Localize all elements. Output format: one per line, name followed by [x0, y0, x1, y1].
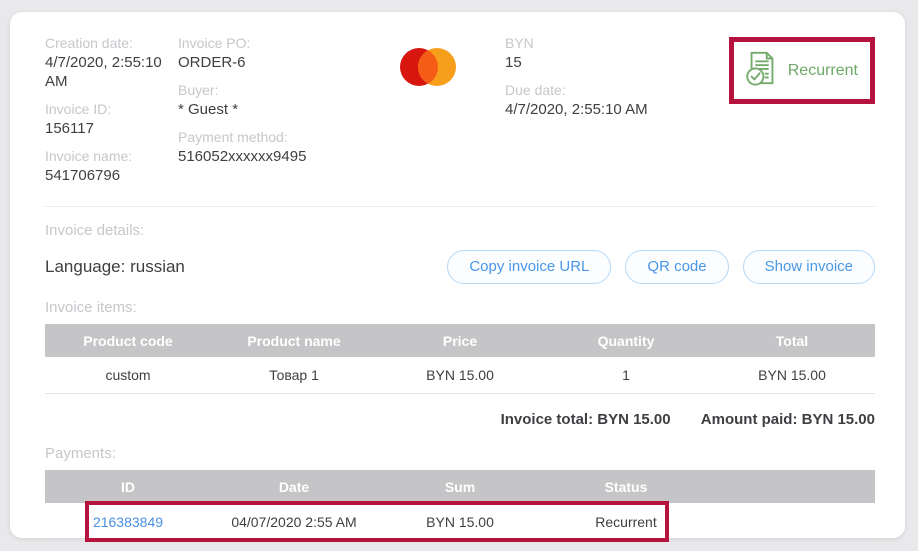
due-date-value: 4/7/2020, 2:55:10 AM — [505, 101, 648, 118]
invoice-details-row: Language: russian Copy invoice URL QR co… — [45, 250, 875, 284]
buyer-label: Buyer: — [178, 82, 219, 98]
payment-sum-cell: BYN 15.00 — [377, 503, 543, 542]
amount-value: 15 — [505, 54, 522, 71]
invoice-totals: Invoice total: BYN 15.00 Amount paid: BY… — [45, 411, 875, 428]
payment-date-cell: 04/07/2020 2:55 AM — [211, 503, 377, 542]
invoice-total-value: Invoice total: BYN 15.00 — [500, 411, 671, 428]
amount-field: BYN 15 — [505, 34, 729, 72]
payment-row: 216383849 04/07/2020 2:55 AM BYN 15.00 R… — [45, 503, 875, 542]
column-header-product-name: Product name — [211, 324, 377, 357]
column-header-status: Status — [543, 470, 709, 503]
summary-column-1: Creation date: 4/7/2020, 2:55:10 AM Invo… — [45, 34, 178, 194]
show-invoice-button[interactable]: Show invoice — [742, 250, 875, 284]
amount-paid-value: Amount paid: BYN 15.00 — [700, 411, 875, 428]
invoice-name-value: 541706796 — [45, 167, 121, 184]
item-price: BYN 15.00 — [377, 357, 543, 394]
invoice-name-field: Invoice name: 541706796 — [45, 147, 178, 185]
section-divider — [45, 206, 875, 207]
column-header-total: Total — [709, 324, 875, 357]
creation-date-field: Creation date: 4/7/2020, 2:55:10 AM — [45, 34, 178, 91]
creation-date-value: 4/7/2020, 2:55:10 AM — [45, 54, 162, 90]
invoice-id-label: Invoice ID: — [45, 101, 112, 117]
invoice-id-value: 156117 — [45, 120, 94, 137]
summary-column-3: BYN 15 Due date: 4/7/2020, 2:55:10 AM — [505, 34, 729, 194]
recurrent-badge-label: Recurrent — [787, 61, 858, 79]
payment-method-value: 516052xxxxxx9495 — [178, 148, 307, 165]
mastercard-logo — [400, 48, 456, 86]
currency-label: BYN — [505, 35, 534, 51]
payment-empty-cell — [709, 503, 875, 542]
qr-code-button[interactable]: QR code — [625, 250, 729, 284]
invoice-po-value: ORDER-6 — [178, 54, 246, 71]
invoice-items-section-label: Invoice items: — [45, 299, 137, 316]
invoice-items-header-row: Product code Product name Price Quantity… — [45, 324, 875, 357]
payment-status-cell: Recurrent — [543, 503, 709, 542]
column-header-date: Date — [211, 470, 377, 503]
language-value: Language: russian — [45, 257, 185, 276]
payment-method-label: Payment method: — [178, 129, 288, 145]
invoice-po-label: Invoice PO: — [178, 35, 251, 51]
payment-id-cell: 216383849 — [45, 503, 211, 542]
invoice-id-field: Invoice ID: 156117 — [45, 100, 178, 138]
document-check-icon — [743, 49, 781, 92]
payments-section: Payments: ID Date Sum Status 216383849 — [45, 445, 875, 542]
card-brand-logo-wrap — [400, 34, 505, 194]
invoice-actions: Copy invoice URL QR code Show invoice — [447, 250, 875, 284]
invoice-name-label: Invoice name: — [45, 148, 133, 164]
column-header-empty — [709, 470, 875, 503]
payments-table-wrap: ID Date Sum Status 216383849 04/07/2020 … — [45, 470, 875, 542]
buyer-value: * Guest * — [178, 101, 239, 118]
invoice-detail-card: Creation date: 4/7/2020, 2:55:10 AM Invo… — [10, 12, 905, 542]
invoice-items-table: Product code Product name Price Quantity… — [45, 324, 875, 394]
column-header-price: Price — [377, 324, 543, 357]
creation-date-label: Creation date: — [45, 35, 133, 51]
item-product-name: Товар 1 — [211, 357, 377, 394]
item-quantity: 1 — [543, 357, 709, 394]
buyer-field: Buyer: * Guest * — [178, 81, 400, 119]
column-header-quantity: Quantity — [543, 324, 709, 357]
item-product-code: custom — [45, 357, 211, 394]
invoice-item-row: custom Товар 1 BYN 15.00 1 BYN 15.00 — [45, 357, 875, 394]
payments-section-label: Payments: — [45, 445, 116, 462]
invoice-details-section-label: Invoice details: — [45, 222, 145, 239]
summary-column-2: Invoice PO: ORDER-6 Buyer: * Guest * Pay… — [178, 34, 400, 194]
payment-method-field: Payment method: 516052xxxxxx9495 — [178, 128, 400, 166]
invoice-summary: Creation date: 4/7/2020, 2:55:10 AM Invo… — [45, 34, 875, 194]
due-date-label: Due date: — [505, 82, 566, 98]
column-header-sum: Sum — [377, 470, 543, 503]
copy-invoice-url-button[interactable]: Copy invoice URL — [447, 250, 612, 284]
payments-table: ID Date Sum Status 216383849 04/07/2020 … — [45, 470, 875, 542]
item-total: BYN 15.00 — [709, 357, 875, 394]
invoice-po-field: Invoice PO: ORDER-6 — [178, 34, 400, 72]
column-header-product-code: Product code — [45, 324, 211, 357]
payment-id-link[interactable]: 216383849 — [92, 514, 164, 530]
recurrent-badge-highlight: Recurrent — [728, 37, 875, 104]
column-header-id: ID — [45, 470, 211, 503]
due-date-field: Due date: 4/7/2020, 2:55:10 AM — [505, 81, 729, 119]
payments-header-row: ID Date Sum Status — [45, 470, 875, 503]
